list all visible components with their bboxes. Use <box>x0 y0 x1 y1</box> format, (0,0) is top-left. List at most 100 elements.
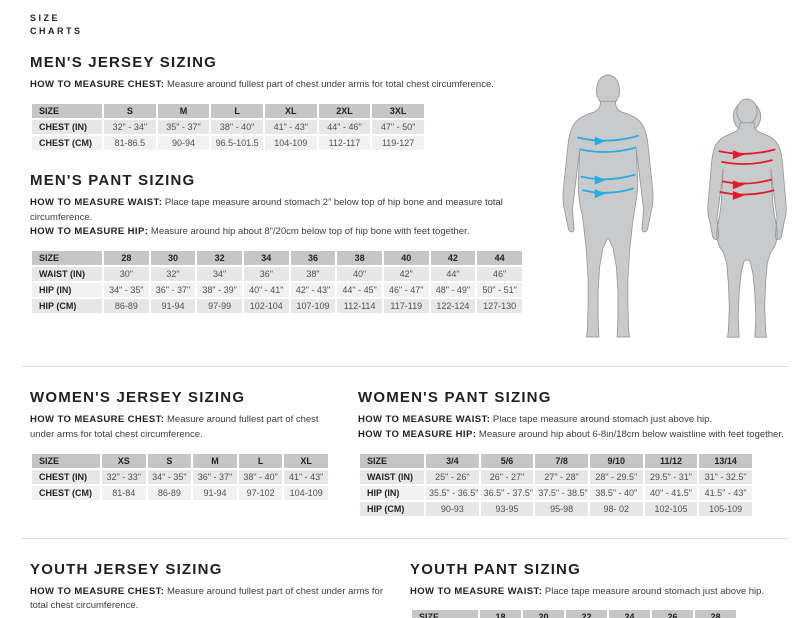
howto-label: HOW TO MEASURE CHEST: <box>30 414 165 426</box>
column-header: 22 <box>564 608 609 618</box>
row-label: HIP (IN) <box>358 483 426 502</box>
male-waist-arrowhead-icon <box>594 175 606 185</box>
womens-jersey-table: SIZE XS S M L XL CHEST (IN) 32" - 33" 34" - 35" 3… <box>30 451 358 502</box>
mens-jersey-howto: HOW TO MEASURE CHEST: Measure around ful… <box>30 78 538 93</box>
size-column-header: SIZE <box>30 451 102 470</box>
table-cell: 44" - 46" <box>316 117 373 136</box>
table-cell: 91-94 <box>191 483 239 502</box>
mens-sizing-row: MEN'S JERSEY SIZING HOW TO MEASURE CHEST… <box>30 54 800 346</box>
table-cell: 35.5" - 36.5" <box>424 483 481 502</box>
table-cell: 93-95 <box>478 499 536 518</box>
table-cell: 96.5-101.5 <box>209 133 265 152</box>
column-header: 5/6 <box>478 451 536 470</box>
table-cell: 98- 02 <box>587 499 645 518</box>
mens-pant-howto-waist: HOW TO MEASURE WAIST: Place tape measure… <box>30 196 538 225</box>
table-cell: 90-94 <box>155 133 212 152</box>
column-header: S <box>145 451 194 470</box>
youth-jersey-title: YOUTH JERSEY SIZING <box>30 560 223 578</box>
male-measurement-arrows <box>577 134 639 194</box>
page-title-line2: CHARTS <box>30 26 83 37</box>
column-header: 28 <box>102 248 151 267</box>
female-hip-measure-line <box>719 189 775 196</box>
table-cell: 32" <box>148 264 198 283</box>
column-header: 9/10 <box>587 451 645 470</box>
column-header: 13/14 <box>697 451 754 470</box>
table-cell: 81-84 <box>100 483 148 502</box>
column-header: S <box>102 101 158 120</box>
table-cell: 46" <box>475 264 524 283</box>
howto-label: HOW TO MEASURE WAIST: <box>410 585 543 597</box>
section-divider <box>22 537 788 539</box>
womens-pant-howto-hip: HOW TO MEASURE HIP: Measure around hip a… <box>358 428 786 443</box>
size-column-header: SIZE <box>30 248 104 267</box>
table-row: CHEST (IN) 32" - 33" 34" - 35" 36" - 37" 38"… <box>30 467 330 486</box>
column-header: 24 <box>607 608 652 618</box>
column-header: XS <box>100 451 148 470</box>
female-chest-measure-line <box>718 148 776 155</box>
table-cell: 27" - 28" <box>533 467 590 486</box>
header-row: SIZE 18 20 22 24 26 28 <box>410 608 738 618</box>
table-cell: 36" <box>241 264 291 283</box>
table-row: WAIST (IN) 30" 32" 34" 36" 38" 40" 42" 44" 46" <box>30 264 524 283</box>
table-row: WAIST (IN) 25" - 26" 26" - 27" 27" - 28" 28"… <box>358 467 754 486</box>
female-arrowheads <box>732 150 745 200</box>
male-chest-measure-line <box>577 134 639 142</box>
column-header: 42 <box>428 248 478 267</box>
female-chest-measure-return-line <box>721 159 773 165</box>
table-cell: 90-93 <box>424 499 481 518</box>
howto-label: HOW TO MEASURE HIP: <box>30 226 149 238</box>
howto-text: Place tape measure around stomach just a… <box>492 414 713 426</box>
table-cell: 25" - 26" <box>424 467 481 486</box>
table-cell: 50" - 51" <box>475 280 524 299</box>
womens-pant-sizing-section: WOMEN'S PANT SIZING HOW TO MEASURE WAIST… <box>358 389 800 518</box>
table-row: HIP (IN) 35.5" - 36.5" 36.5" - 37.5" 37.5" … <box>358 483 754 502</box>
size-column-header: SIZE <box>410 608 480 618</box>
table-cell: 41.5" - 43" <box>697 483 754 502</box>
female-silhouette <box>707 98 787 338</box>
column-header: 44 <box>475 248 524 267</box>
mens-tables-column: MEN'S JERSEY SIZING HOW TO MEASURE CHEST… <box>30 54 538 315</box>
header-row: SIZE S M L XL 2XL 3XL <box>30 101 426 120</box>
howto-label: HOW TO MEASURE WAIST: <box>30 196 163 208</box>
table-cell: 81-86.5 <box>102 133 158 152</box>
table-cell: 122-124 <box>428 296 478 315</box>
male-chest-arrowhead-icon <box>594 136 606 146</box>
howto-text: Measure around fullest part of chest und… <box>30 414 319 440</box>
table-cell: 107-109 <box>288 296 338 315</box>
table-cell: 29.5" - 31" <box>642 467 700 486</box>
table-row: CHEST (CM) 81-86.5 90-94 96.5-101.5 104-109 1… <box>30 133 426 152</box>
table-cell: 38" - 40" <box>209 117 265 136</box>
table-row: CHEST (IN) 32" - 34" 35" - 37" 38" - 40" 41"… <box>30 117 426 136</box>
youth-pant-table: SIZE182022242628WAIST (IN)18" - 19"20" -… <box>410 608 786 618</box>
column-header: 34 <box>241 248 291 267</box>
table-cell: 41" - 43" <box>282 467 330 486</box>
size-table: SIZE S M L XL 2XL 3XL CHEST (IN) 32" - 34" 35" - … <box>30 101 426 152</box>
column-header: 3XL <box>370 101 426 120</box>
table-cell: 38" <box>288 264 338 283</box>
table-cell: 34" - 35" <box>145 467 194 486</box>
womens-pant-howto-waist: HOW TO MEASURE WAIST: Place tape measure… <box>358 413 786 428</box>
size-column-header: SIZE <box>358 451 426 470</box>
row-label: CHEST (CM) <box>30 133 104 152</box>
male-silhouette <box>562 74 654 338</box>
table-cell: 102-104 <box>241 296 291 315</box>
howto-text: Measure around fullest part of chest und… <box>30 585 383 612</box>
male-waist-measure-line <box>580 173 636 181</box>
size-column-header: SIZE <box>30 101 104 120</box>
section-divider <box>22 366 788 368</box>
youth-pant-title: YOUTH PANT SIZING <box>410 560 581 578</box>
row-label: CHEST (IN) <box>30 467 102 486</box>
male-hip-measure-line <box>582 187 634 194</box>
table-cell: 104-109 <box>282 483 330 502</box>
table-cell: 40" <box>335 264 384 283</box>
mens-jersey-table: SIZE S M L XL 2XL 3XL CHEST (IN) 32" - 34" 35" - … <box>30 101 538 152</box>
table-cell: 38.5" - 40" <box>587 483 645 502</box>
male-hip-arrowhead-icon <box>594 189 606 199</box>
table-cell: 28" - 29.5" <box>587 467 645 486</box>
youth-pant-sizing-section: YOUTH PANT SIZING HOW TO MEASURE WAIST: … <box>410 561 800 618</box>
column-header: 18 <box>478 608 523 618</box>
column-header: L <box>236 451 285 470</box>
table-row: CHEST (CM) 81-84 86-89 91-94 97-102 104-109 <box>30 483 330 502</box>
table-cell: 102-105 <box>642 499 700 518</box>
table-cell: 112-114 <box>335 296 384 315</box>
